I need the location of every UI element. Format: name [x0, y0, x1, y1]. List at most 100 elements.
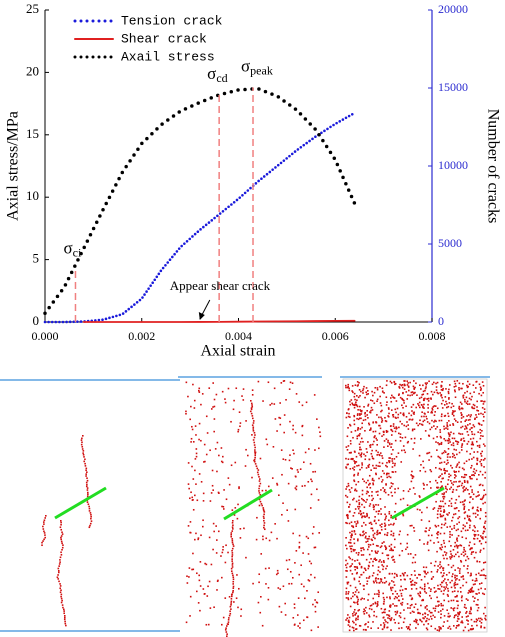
crack — [484, 471, 487, 474]
crack — [440, 627, 442, 630]
crack — [351, 533, 353, 536]
crack — [61, 533, 64, 535]
crack — [86, 483, 88, 486]
crack — [405, 548, 407, 551]
crack — [477, 588, 480, 591]
crack — [392, 555, 394, 558]
crack — [357, 598, 360, 601]
crack — [455, 627, 458, 629]
crack — [379, 402, 382, 404]
crack — [400, 384, 403, 387]
crack — [462, 527, 465, 530]
crack — [479, 517, 482, 520]
crack — [410, 391, 413, 394]
crack — [380, 404, 383, 407]
crack — [385, 484, 387, 486]
crack — [372, 621, 374, 623]
y-tick-label: 15 — [26, 126, 39, 141]
crack — [427, 623, 430, 625]
crack — [361, 462, 363, 464]
crack — [419, 574, 421, 576]
crack — [469, 438, 472, 440]
crack — [366, 486, 368, 489]
crack — [399, 433, 402, 435]
crack — [452, 483, 455, 486]
crack — [390, 409, 393, 411]
crack — [410, 594, 412, 597]
crack — [434, 616, 436, 618]
crack — [372, 543, 375, 546]
crack — [418, 495, 421, 497]
crack — [458, 408, 461, 411]
crack — [479, 386, 482, 389]
crack — [295, 488, 298, 491]
crack — [202, 519, 204, 522]
crack — [448, 500, 451, 502]
crack — [195, 590, 198, 593]
crack — [256, 467, 259, 470]
crack — [463, 468, 465, 471]
crack — [458, 555, 460, 558]
crack — [460, 621, 462, 624]
crack — [293, 452, 295, 455]
crack — [443, 438, 446, 440]
crack — [484, 618, 487, 621]
crack — [394, 491, 396, 494]
crack — [345, 593, 347, 595]
crack — [349, 584, 352, 587]
crack — [434, 627, 437, 630]
crack — [446, 403, 448, 405]
crack — [443, 450, 446, 452]
crack — [371, 491, 373, 493]
crack — [346, 581, 349, 584]
crack — [436, 487, 439, 489]
crack — [383, 490, 386, 493]
crack — [191, 568, 193, 571]
crack — [434, 610, 436, 612]
crack — [257, 473, 260, 476]
crack — [476, 537, 479, 540]
crack — [360, 409, 363, 412]
crack — [372, 560, 374, 563]
crack — [399, 440, 402, 442]
crack — [391, 495, 394, 497]
crack — [369, 429, 371, 431]
crack — [374, 550, 377, 553]
crack — [436, 449, 438, 451]
crack — [191, 425, 193, 428]
crack — [459, 433, 462, 435]
crack — [403, 384, 406, 387]
crack — [462, 395, 464, 397]
crack — [444, 469, 447, 472]
crack — [392, 414, 395, 416]
crack — [376, 604, 379, 606]
crack — [356, 380, 359, 383]
crack — [368, 423, 371, 426]
crack — [355, 490, 358, 492]
legend-label: Axail stress — [121, 49, 215, 64]
crack — [347, 591, 350, 593]
crack — [381, 462, 384, 465]
crack — [465, 426, 468, 429]
crack — [317, 591, 320, 594]
crack — [440, 548, 443, 551]
crack — [230, 602, 232, 604]
crack — [428, 451, 431, 454]
crack — [356, 413, 359, 415]
crack — [450, 486, 453, 489]
crack — [422, 399, 425, 402]
crack — [364, 567, 366, 570]
crack — [224, 398, 226, 400]
crack — [450, 586, 453, 589]
crack — [453, 380, 456, 383]
crack — [251, 404, 253, 406]
crack — [454, 390, 456, 393]
crack — [466, 450, 468, 453]
crack — [389, 443, 391, 446]
crack — [449, 525, 451, 528]
crack — [381, 542, 384, 544]
crack — [60, 601, 63, 604]
crack — [203, 461, 205, 463]
crack — [231, 558, 233, 560]
crack — [392, 534, 395, 537]
